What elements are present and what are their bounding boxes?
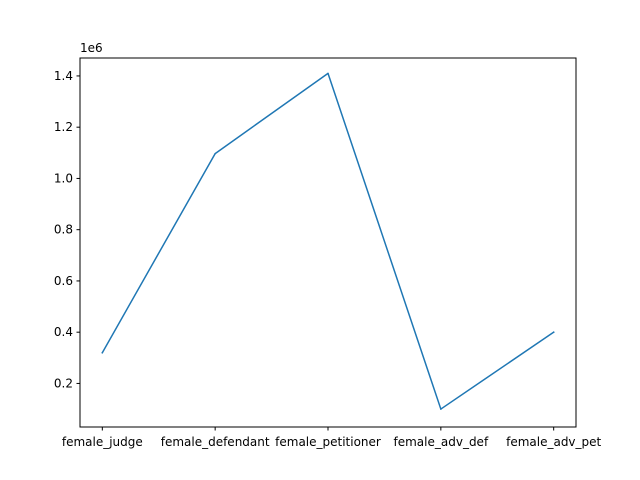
- x-tick-label: female_defendant: [161, 435, 270, 449]
- y-tick-label: 0.2: [54, 376, 73, 390]
- plot-frame: [79, 57, 577, 428]
- x-tick-label: female_adv_pet: [506, 435, 601, 449]
- y-axis: 0.2 0.4 0.6 0.8 1.0 1.2 1.4: [54, 69, 80, 390]
- x-tick-label: female_judge: [62, 435, 143, 449]
- data-point: [327, 72, 329, 75]
- data-point: [440, 408, 442, 410]
- y-tick-label: 0.4: [54, 325, 73, 339]
- data-point: [214, 152, 216, 155]
- data-point: [552, 331, 555, 333]
- y-tick-label: 0.8: [54, 223, 73, 237]
- x-axis: female_judge female_defendant female_petit…: [62, 427, 602, 449]
- x-tick-label: female_adv_def: [394, 435, 489, 449]
- data-point: [101, 351, 104, 354]
- y-tick-label: 1.0: [54, 171, 73, 185]
- y-axis-offset-label: 1e6: [80, 41, 103, 55]
- y-tick-label: 1.4: [54, 69, 73, 83]
- y-tick-label: 0.6: [54, 274, 73, 288]
- series-layer: [101, 72, 555, 410]
- y-tick-label: 1.2: [54, 120, 73, 134]
- plot-area: [80, 58, 576, 427]
- x-tick-label: female_petitioner: [275, 435, 381, 449]
